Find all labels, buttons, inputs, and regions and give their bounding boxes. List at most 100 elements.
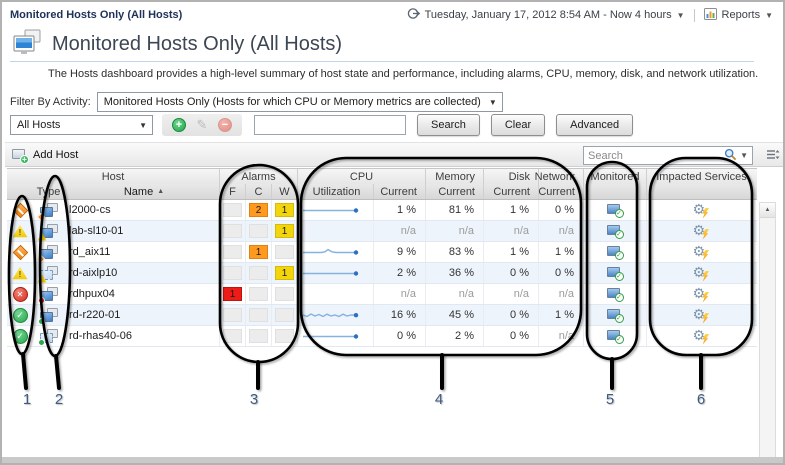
monitored-icon[interactable]: ✓ [606,203,624,218]
activity-filter-select[interactable]: Monitored Hosts Only (Hosts for which CP… [96,92,503,112]
edit-scope-icon[interactable]: ✎ [196,117,208,132]
table-row[interactable]: ! lab-sl10-01 1 n/a n/a n/a n/a ✓ ⚙ [7,221,757,242]
host-type-icon[interactable] [36,244,58,263]
breadcrumb[interactable]: Monitored Hosts Only (All Hosts) [10,9,183,21]
add-host-button[interactable]: + Add Host [11,148,78,164]
alarm-count-fatal[interactable] [223,329,242,343]
alarm-count-critical[interactable] [249,224,268,238]
host-name[interactable]: l2000-cs [64,200,220,220]
reports-dropdown-icon[interactable]: ▼ [765,10,773,20]
table-row[interactable]: l2000-cs 2 1 1 % 81 % 1 % 0 % ✓ ⚙ [7,200,757,221]
table-row[interactable]: ✓ rd-r220-01 16 % 45 % 0 % 1 % ✓ ⚙ [7,305,757,326]
cpu-utilization-sparkline[interactable] [298,242,374,262]
host-type-icon[interactable] [37,265,58,283]
col-header-disk-current[interactable]: Current [484,184,539,199]
col-header-memory-current[interactable]: Current [426,184,484,199]
monitored-icon[interactable]: ✓ [606,266,624,281]
host-name[interactable]: rd-rhas40-06 [64,326,220,346]
host-status-icon[interactable] [12,244,28,260]
monitored-icon[interactable]: ✓ [606,308,624,323]
monitored-icon[interactable]: ✓ [606,224,624,239]
table-row[interactable]: ✓ rd-rhas40-06 0 % 2 % 0 % n/a ✓ ⚙ [7,326,757,347]
impacted-services-icon[interactable]: ⚙ [693,327,711,345]
monitored-icon[interactable]: ✓ [606,245,624,260]
alarm-count-warning[interactable] [275,287,294,301]
alarm-count-warning[interactable] [275,308,294,322]
host-status-icon[interactable]: ✓ [12,307,28,323]
col-header-name[interactable]: Name ▲ [64,184,220,199]
alarm-count-warning[interactable]: 1 [275,224,294,238]
host-type-icon[interactable] [37,223,58,241]
time-range-label[interactable]: Tuesday, January 17, 2012 8:54 AM - Now … [424,9,672,21]
alarm-count-warning[interactable] [275,245,294,259]
host-name[interactable]: rd-aixlp10 [64,263,220,283]
col-header-type[interactable]: Type [36,185,61,198]
impacted-services-icon[interactable]: ⚙ [693,285,711,303]
vertical-scrollbar[interactable]: ▲ [759,202,776,459]
host-status-icon[interactable]: ! [12,266,28,280]
alarm-count-critical[interactable] [249,287,268,301]
search-icon[interactable] [724,148,737,164]
alarm-count-critical[interactable]: 1 [249,245,268,259]
table-row[interactable]: ! rd-aixlp10 1 2 % 36 % 0 % 0 % ✓ ⚙ [7,263,757,284]
host-name[interactable]: lab-sl10-01 [64,221,220,241]
alarm-count-critical[interactable]: 2 [249,203,268,217]
host-type-icon[interactable] [36,202,58,221]
col-header-cpu-current[interactable]: Current [374,184,426,199]
search-options-dropdown-icon[interactable]: ▼ [740,151,748,160]
host-type-icon[interactable] [37,307,58,325]
alarm-count-fatal[interactable] [223,224,242,238]
scroll-up-icon[interactable]: ▲ [760,203,775,218]
impacted-services-icon[interactable]: ⚙ [693,264,711,282]
cpu-utilization-sparkline[interactable] [298,305,374,325]
col-header-impacted-services[interactable]: Impacted Services [656,170,747,183]
cpu-utilization-sparkline[interactable] [298,284,374,304]
host-name[interactable]: rd_aix11 [64,242,220,262]
monitored-icon[interactable]: ✓ [606,287,624,302]
host-name[interactable]: rd-r220-01 [64,305,220,325]
alarm-count-fatal[interactable]: 1 [223,287,242,301]
col-header-network-current[interactable]: Current [538,184,584,199]
host-status-icon[interactable]: ! [12,224,28,238]
advanced-button[interactable]: Advanced [556,114,634,136]
table-row[interactable]: ✕ rdhpux04 1 n/a n/a n/a n/a ✓ ⚙ [7,284,757,305]
alarm-count-critical[interactable] [249,266,268,280]
host-type-icon[interactable] [37,328,58,346]
delete-scope-icon[interactable]: − [218,118,232,132]
host-status-icon[interactable]: ✕ [12,286,28,302]
cpu-utilization-sparkline[interactable] [298,326,374,346]
host-scope-select[interactable]: All Hosts ▼ [10,115,153,135]
col-header-critical[interactable]: C [246,184,272,199]
search-button[interactable]: Search [417,114,480,136]
col-header-fatal[interactable]: F [220,184,246,199]
table-row[interactable]: rd_aix11 1 9 % 83 % 1 % 1 % ✓ ⚙ [7,242,757,263]
alarm-count-fatal[interactable] [223,266,242,280]
col-header-warning[interactable]: W [272,184,298,199]
alarm-count-warning[interactable]: 1 [275,266,294,280]
reports-label[interactable]: Reports [721,9,761,21]
add-scope-icon[interactable]: + [172,118,186,132]
host-name[interactable]: rdhpux04 [64,284,220,304]
monitored-icon[interactable]: ✓ [606,329,624,344]
impacted-services-icon[interactable]: ⚙ [693,243,711,261]
cpu-utilization-sparkline[interactable] [298,221,374,241]
alarm-count-fatal[interactable] [223,308,242,322]
alarm-count-fatal[interactable] [223,245,242,259]
host-status-icon[interactable] [12,202,28,218]
table-search-input[interactable] [584,149,725,162]
clear-button[interactable]: Clear [490,114,546,136]
impacted-services-icon[interactable]: ⚙ [693,201,711,219]
host-type-icon[interactable] [37,286,58,304]
host-search-input[interactable] [254,115,406,135]
col-header-utilization[interactable]: Utilization [298,184,374,199]
time-range-dropdown-icon[interactable]: ▼ [676,10,685,20]
cpu-utilization-sparkline[interactable] [298,200,374,220]
impacted-services-icon[interactable]: ⚙ [693,222,711,240]
column-customizer-icon[interactable] [766,148,780,164]
alarm-count-warning[interactable]: 1 [275,203,294,217]
col-header-status[interactable] [7,184,34,199]
alarm-count-warning[interactable] [275,329,294,343]
alarm-count-fatal[interactable] [223,203,242,217]
cpu-utilization-sparkline[interactable] [298,263,374,283]
alarm-count-critical[interactable] [249,308,268,322]
